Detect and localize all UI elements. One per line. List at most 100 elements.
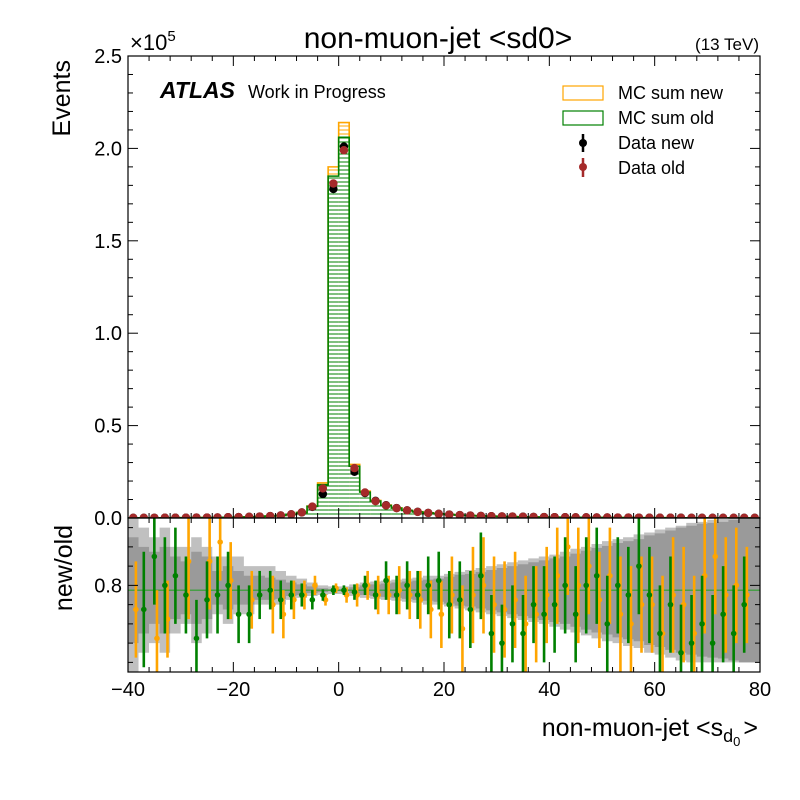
ratio-green-point xyxy=(288,592,295,598)
ratio-green-point xyxy=(362,582,368,589)
data-old-point xyxy=(634,513,644,518)
x-tick-label: 40 xyxy=(538,679,560,701)
ratio-green-point xyxy=(688,640,695,646)
ratio-green-point xyxy=(572,611,579,618)
mc-old-bar xyxy=(370,500,381,518)
x-tick-label: 20 xyxy=(433,679,455,701)
ratio-orange-point xyxy=(712,553,719,560)
y-tick-label: 1.0 xyxy=(94,323,122,345)
data-old-point xyxy=(708,513,717,518)
y-multiplier-exponent: 5 xyxy=(167,28,175,45)
ratio-green-point xyxy=(625,592,632,598)
ratio-green-point xyxy=(646,592,653,598)
energy-label: (13 TeV) xyxy=(695,35,759,54)
mc-old-bar xyxy=(317,484,329,518)
x-axis-label-subsub: 0 xyxy=(733,734,740,749)
data-old-point xyxy=(276,511,285,518)
data-old-point xyxy=(487,511,496,518)
data-old-point xyxy=(424,508,433,518)
legend-swatch-data-new xyxy=(579,139,587,147)
data-old-point xyxy=(497,512,507,518)
data-old-point xyxy=(603,513,612,518)
data-old-point xyxy=(392,504,401,513)
ratio-green-point xyxy=(183,592,189,598)
ratio-green-point xyxy=(741,601,747,608)
data-old-point xyxy=(266,511,275,518)
data-old-point xyxy=(529,512,538,518)
ratio-green-point xyxy=(435,577,442,584)
ratio-orange-point xyxy=(438,611,445,618)
ratio-green-point xyxy=(330,587,337,593)
data-old-point xyxy=(223,513,233,518)
ratio-green-point xyxy=(341,587,347,593)
data-old-point xyxy=(455,510,464,518)
data-old-point xyxy=(297,508,306,517)
ratio-green-point xyxy=(299,592,305,598)
main-y-axis-label: Events xyxy=(48,60,76,136)
y-multiplier: ×105 xyxy=(130,28,176,55)
mc-old-bar xyxy=(349,466,360,518)
data-old-point xyxy=(666,513,675,518)
mc-old-bar xyxy=(307,506,318,518)
status-label: Work in Progress xyxy=(248,82,386,102)
ratio-green-point xyxy=(225,582,231,589)
mc-new-outline xyxy=(128,121,760,518)
ratio-green-point xyxy=(709,640,716,646)
ratio-green-point xyxy=(604,621,611,627)
data-old-point xyxy=(560,513,570,518)
ratio-green-point xyxy=(678,649,684,656)
ratio-green-point xyxy=(172,572,179,579)
data-old-point xyxy=(740,513,749,518)
ratio-green-point xyxy=(667,601,674,608)
data-old-point xyxy=(244,512,254,518)
data-old-point xyxy=(550,512,559,518)
mc-old-bar xyxy=(328,176,339,518)
ratio-green-point xyxy=(383,577,389,584)
data-old-point xyxy=(318,484,328,493)
data-old-point xyxy=(655,513,665,518)
x-axis-label-main: non-muon-jet <s xyxy=(542,714,723,742)
ratio-green-point xyxy=(141,606,147,613)
ratio-green-point xyxy=(583,582,589,589)
ratio-green-point xyxy=(541,611,547,618)
ratio-green-point xyxy=(256,592,263,598)
mc-old-bar xyxy=(391,508,402,518)
ratio-plot xyxy=(128,518,760,672)
experiment-name: ATLAS xyxy=(159,77,236,103)
data-old-point xyxy=(371,496,380,506)
legend-label-data-new: Data new xyxy=(618,133,695,153)
ratio-green-point xyxy=(730,630,737,637)
ratio-green-point xyxy=(151,553,158,560)
ratio-green-point xyxy=(657,630,663,637)
ratio-orange-point xyxy=(312,582,318,589)
ratio-orange-point xyxy=(133,606,139,613)
data-old-point xyxy=(613,513,622,518)
ratio-green-point xyxy=(478,572,484,579)
legend-swatch-mc-old xyxy=(562,110,604,126)
ratio-y-tick-label: 0.8 xyxy=(94,575,122,597)
x-tick-label: −20 xyxy=(216,679,250,701)
ratio-green-point xyxy=(615,582,621,589)
data-old-point xyxy=(750,513,759,518)
mc-old-bar xyxy=(338,137,350,518)
y-tick-label: 2.0 xyxy=(94,138,122,160)
data-old-point xyxy=(308,502,317,511)
data-old-point xyxy=(571,513,580,518)
data-old-point xyxy=(160,513,170,518)
atlas-label: ATLAS xyxy=(159,77,236,103)
ratio-green-point xyxy=(593,572,600,579)
x-tick-label: −40 xyxy=(111,679,145,701)
data-old-point xyxy=(592,513,601,518)
data-old-point xyxy=(718,513,728,518)
ratio-green-point xyxy=(204,597,210,603)
ratio-orange-point xyxy=(217,539,223,545)
mc-old-outline xyxy=(128,136,760,518)
legend-swatch-data-old xyxy=(579,163,587,171)
ratio-green-point xyxy=(551,601,558,608)
axes: −40 −20 0 20 40 60 80 0.0 0.5 1.0 1.5 2.0 2.5 0.8 xyxy=(94,46,771,701)
data-old-point xyxy=(445,510,454,518)
data-old-point xyxy=(213,513,222,518)
data-old-point xyxy=(508,512,517,518)
data-old-point xyxy=(192,513,201,518)
